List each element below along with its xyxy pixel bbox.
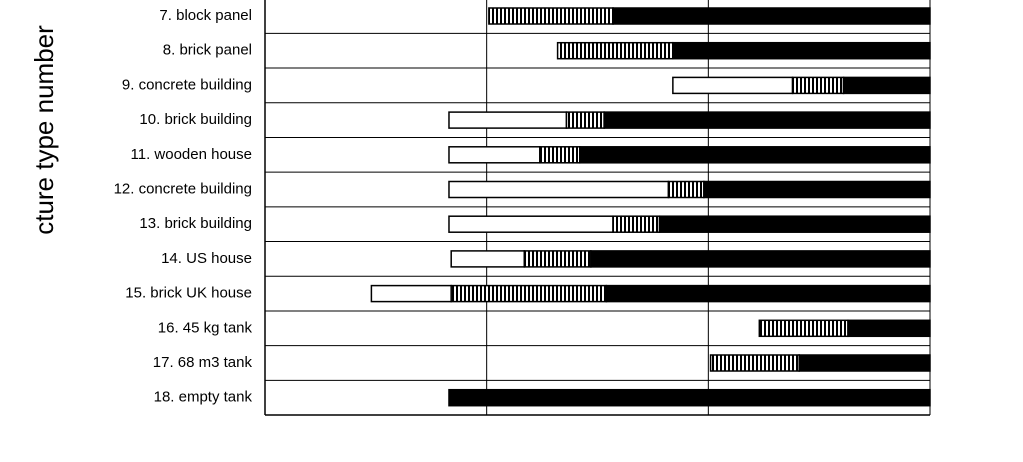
bar-segment — [758, 319, 849, 338]
category-label: 9. concrete building — [122, 76, 252, 93]
category-label: 14. US house — [161, 250, 252, 267]
category-label: 16. 45 kg tank — [158, 319, 253, 336]
bar-segment — [703, 180, 931, 199]
bar-segment — [450, 250, 526, 268]
bar-segment — [579, 146, 931, 164]
y-axis-label: cture type number — [29, 25, 59, 235]
category-label: 10. brick building — [139, 111, 252, 128]
bar-segment — [603, 111, 931, 129]
bar-segment — [448, 215, 614, 233]
bar-segment — [791, 76, 845, 95]
bar-segment — [842, 76, 931, 95]
bar-segment — [448, 180, 670, 199]
bar-segment — [523, 250, 592, 268]
bar-segment — [798, 354, 931, 372]
bar-segment — [488, 7, 614, 25]
bar-segment — [539, 146, 581, 164]
category-label: 8. brick panel — [163, 42, 252, 59]
bar-segment — [370, 284, 452, 303]
bar-segment — [658, 215, 931, 233]
bar-segment — [590, 250, 931, 268]
bar-segment — [667, 180, 705, 199]
bar-segment — [565, 111, 605, 129]
bar-segment — [448, 388, 931, 407]
category-label: 7. block panel — [159, 7, 252, 24]
bar-segment — [612, 215, 661, 233]
category-label: 18. empty tank — [154, 389, 253, 406]
bar-segment — [448, 146, 541, 164]
category-label: 11. wooden house — [131, 146, 253, 163]
bar-segment — [847, 319, 931, 338]
category-label: 15. brick UK house — [125, 285, 252, 302]
bar-segment — [556, 41, 674, 60]
category-label: 12. concrete building — [114, 180, 252, 197]
bar-segment — [672, 41, 931, 60]
bar-segment — [448, 111, 568, 129]
category-label: 13. brick building — [139, 215, 252, 232]
bar-segment — [612, 7, 931, 25]
category-label: 17. 68 m3 tank — [153, 354, 253, 371]
bar-segment — [450, 284, 608, 303]
bar-segment — [672, 76, 794, 95]
bar-segment — [709, 354, 800, 372]
bar-segment — [605, 284, 931, 303]
